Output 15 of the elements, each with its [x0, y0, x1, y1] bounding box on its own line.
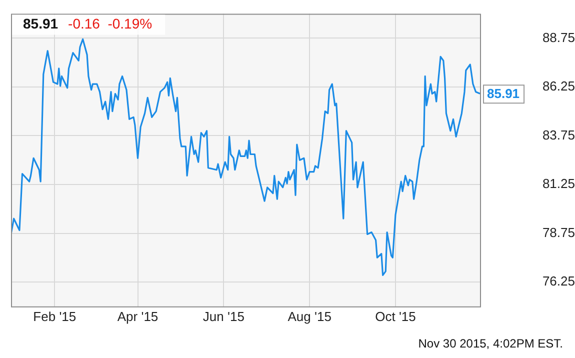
- x-tick-label: Jun '15: [202, 308, 244, 324]
- x-tick-label: Aug '15: [288, 308, 332, 324]
- chart-subtitle: -0.16 -0.19%: [68, 16, 152, 32]
- text: Nov 30 2015, 4:02PM EST.: [418, 336, 563, 350]
- y-tick-label: 86.25: [542, 78, 575, 94]
- x-tick-label: Apr '15: [117, 308, 158, 324]
- y-tick-label: 88.75: [542, 30, 575, 45]
- y-tick-label: 81.25: [542, 176, 575, 192]
- y-tick-label: 83.75: [542, 127, 575, 142]
- x-tick-label: Feb '15: [33, 308, 76, 324]
- y-tick-label: 78.75: [542, 224, 575, 240]
- x-tick-label: Oct '15: [375, 308, 416, 324]
- chart-title: 85.91: [23, 16, 58, 32]
- annotation: 85.91: [487, 86, 520, 102]
- y-tick-label: 76.25: [542, 274, 575, 289]
